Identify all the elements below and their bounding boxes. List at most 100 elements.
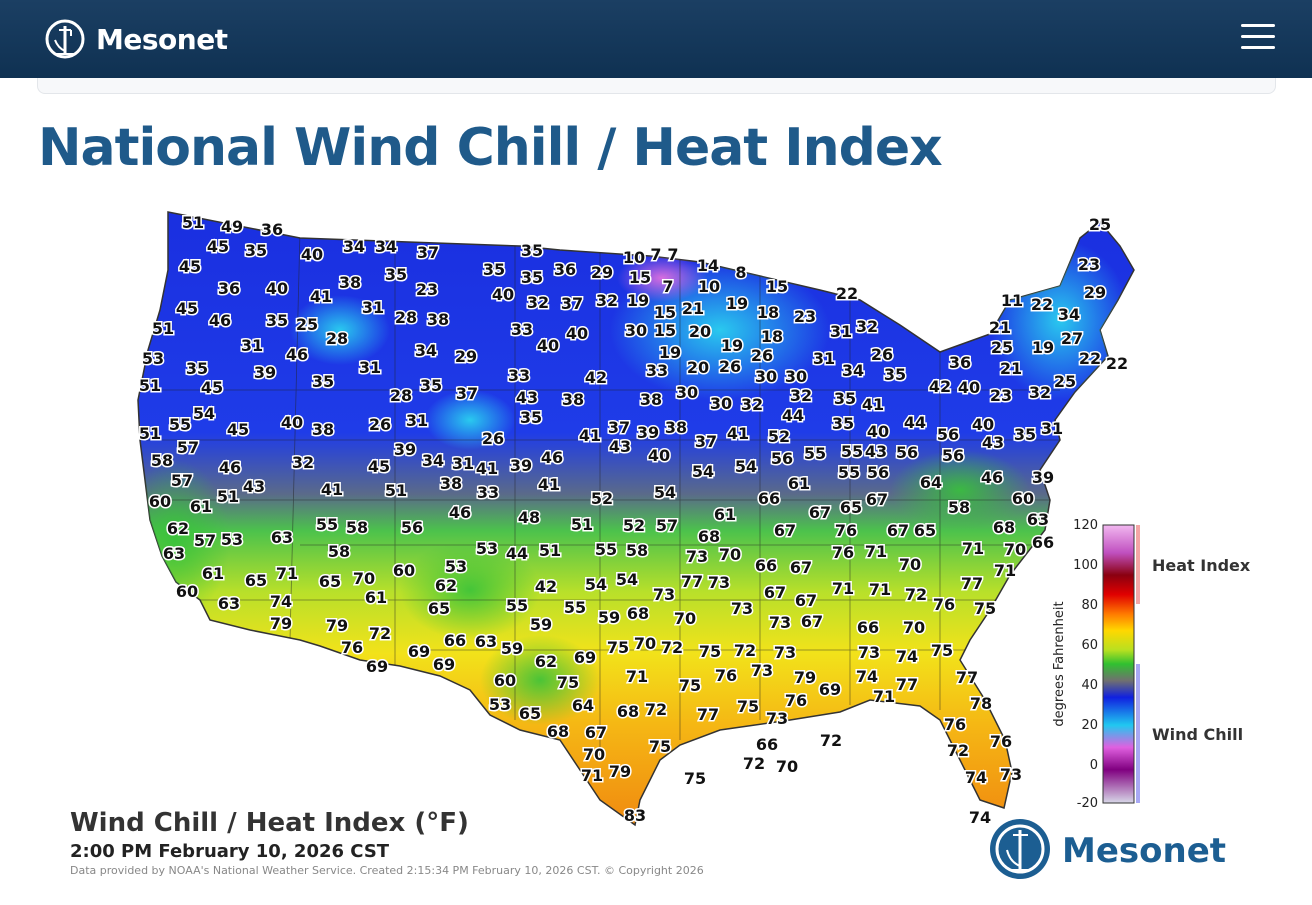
station-reading: 72 [947, 741, 969, 760]
station-reading: 30 [625, 321, 647, 340]
site-header: Mesonet [0, 0, 1312, 78]
station-reading: 26 [751, 346, 773, 365]
station-reading: 42 [585, 368, 607, 387]
station-reading: 76 [715, 666, 737, 685]
station-reading: 32 [856, 317, 878, 336]
station-reading: 44 [904, 413, 926, 432]
station-reading: 54 [735, 457, 757, 476]
station-reading: 68 [547, 722, 569, 741]
station-reading: 76 [785, 691, 807, 710]
station-reading: 29 [591, 263, 613, 282]
station-reading: 56 [867, 463, 889, 482]
station-reading: 46 [541, 448, 563, 467]
station-reading: 59 [530, 615, 552, 634]
station-reading: 32 [596, 291, 618, 310]
station-reading: 15 [654, 321, 676, 340]
station-reading: 54 [193, 404, 215, 423]
station-reading: 46 [219, 458, 241, 477]
station-reading: 35 [266, 311, 288, 330]
station-reading: 38 [339, 273, 361, 292]
station-reading: 63 [475, 632, 497, 651]
station-reading: 26 [871, 345, 893, 364]
station-reading: 30 [676, 383, 698, 402]
station-reading: 76 [832, 543, 854, 562]
station-reading: 22 [1106, 354, 1128, 373]
legend-tick: 20 [1081, 718, 1098, 733]
station-reading: 73 [766, 709, 788, 728]
map-timestamp: 2:00 PM February 10, 2026 CST [70, 841, 390, 862]
station-reading: 73 [1000, 765, 1022, 784]
map-credit: Data provided by NOAA's National Weather… [70, 864, 704, 877]
station-reading: 73 [858, 643, 880, 662]
station-reading: 79 [609, 762, 631, 781]
station-reading: 68 [617, 702, 639, 721]
station-reading: 35 [186, 359, 208, 378]
station-reading: 69 [433, 655, 455, 674]
station-reading: 32 [741, 395, 763, 414]
station-reading: 40 [492, 285, 514, 304]
station-reading: 65 [914, 521, 936, 540]
station-reading: 35 [312, 372, 334, 391]
legend-heat-index-label: Heat Index [1152, 556, 1251, 575]
station-reading: 58 [346, 518, 368, 537]
station-reading: 26 [482, 429, 504, 448]
station-reading: 57 [656, 516, 678, 535]
station-reading: 77 [697, 705, 719, 724]
station-reading: 28 [390, 386, 412, 405]
station-reading: 7 [650, 245, 661, 264]
station-reading: 76 [944, 715, 966, 734]
station-reading: 38 [665, 418, 687, 437]
station-reading: 31 [362, 298, 384, 317]
station-reading: 51 [152, 319, 174, 338]
station-reading: 83 [624, 806, 646, 825]
station-reading: 77 [681, 572, 703, 591]
station-reading: 22 [1031, 295, 1053, 314]
station-reading: 7 [662, 277, 673, 296]
station-reading: 76 [990, 732, 1012, 751]
station-reading: 74 [896, 647, 918, 666]
station-reading: 11 [1001, 291, 1023, 310]
station-reading: 70 [776, 757, 798, 776]
station-reading: 65 [519, 704, 541, 723]
station-reading: 30 [710, 394, 732, 413]
station-reading: 23 [990, 386, 1012, 405]
legend-wind-chill-label: Wind Chill [1152, 725, 1243, 744]
station-reading: 69 [366, 657, 388, 676]
station-reading: 32 [292, 453, 314, 472]
station-reading: 67 [887, 521, 909, 540]
station-reading: 53 [142, 349, 164, 368]
station-reading: 60 [149, 492, 171, 511]
station-reading: 73 [774, 643, 796, 662]
station-reading: 77 [896, 675, 918, 694]
hamburger-menu-icon[interactable] [1238, 20, 1278, 54]
station-reading: 37 [417, 243, 439, 262]
station-reading: 41 [310, 287, 332, 306]
station-reading: 39 [637, 423, 659, 442]
station-reading: 31 [813, 349, 835, 368]
station-reading: 72 [905, 585, 927, 604]
station-reading: 38 [562, 390, 584, 409]
brand-link[interactable]: Mesonet [42, 18, 228, 60]
station-reading: 53 [445, 557, 467, 576]
station-reading: 23 [1078, 255, 1100, 274]
page-title: National Wind Chill / Heat Index [38, 118, 943, 178]
station-reading: 71 [962, 539, 984, 558]
station-reading: 79 [270, 614, 292, 633]
station-reading: 40 [867, 422, 889, 441]
station-reading: 73 [731, 599, 753, 618]
map-figure: 51 49 36 45 35 40 34 34 37 35 10 7 7 14 8 25 45 35 35 36 29 1… [0, 195, 1312, 901]
station-reading: 55 [804, 444, 826, 463]
station-reading: 71 [869, 580, 891, 599]
station-reading: 56 [896, 443, 918, 462]
station-reading: 18 [757, 303, 779, 322]
station-reading: 37 [608, 418, 630, 437]
station-reading: 40 [281, 413, 303, 432]
station-reading: 74 [270, 592, 292, 611]
station-reading: 37 [561, 294, 583, 313]
station-reading: 56 [771, 449, 793, 468]
station-reading: 45 [176, 299, 198, 318]
station-reading: 40 [648, 446, 670, 465]
station-reading: 76 [341, 638, 363, 657]
station-reading: 35 [834, 389, 856, 408]
station-reading: 19 [627, 291, 649, 310]
